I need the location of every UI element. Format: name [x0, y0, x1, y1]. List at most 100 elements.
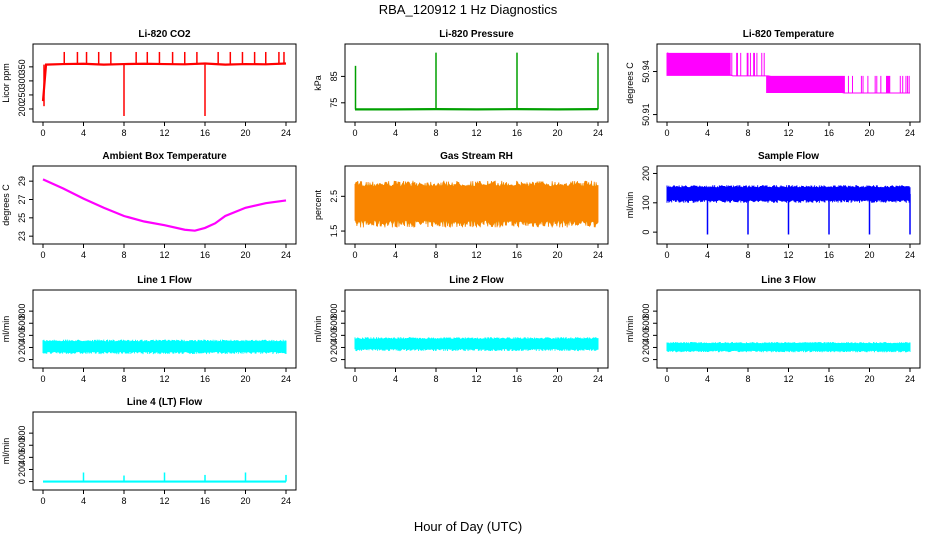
x-tick-label: 16: [512, 250, 522, 260]
x-tick-label: 12: [159, 128, 169, 138]
series-line: [666, 52, 910, 94]
plot-area: [42, 339, 287, 355]
panel-title: Li-820 CO2: [138, 29, 191, 40]
panel-title: Gas Stream RH: [440, 151, 513, 162]
chart-panel: Line 1 Flow ml/min 0 4 8 12 16 20 24 0 20040060080…: [1, 275, 297, 384]
y-axis-label: kPa: [313, 75, 323, 91]
x-tick-label: 4: [705, 374, 710, 384]
x-tick-label: 4: [81, 250, 86, 260]
data-trace: [354, 180, 599, 228]
x-tick-label: 24: [905, 374, 915, 384]
plot-area: [354, 180, 599, 228]
y-tick-label: 800: [17, 426, 27, 441]
y-tick-label: 29: [17, 176, 27, 186]
x-tick-label: 12: [159, 374, 169, 384]
x-tick-label: 8: [745, 128, 750, 138]
y-tick-label: 600: [329, 316, 339, 331]
y-tick-label: 600: [641, 316, 651, 331]
y-axis-label: ml/min: [625, 192, 635, 219]
y-tick-label: 1.5: [329, 225, 339, 238]
x-tick-label: 12: [471, 250, 481, 260]
x-tick-label: 16: [200, 128, 210, 138]
chart-panel: Line 3 Flow ml/min 0 4 8 12 16 20 24 0 20040060080…: [625, 275, 921, 384]
x-tick-label: 20: [864, 374, 874, 384]
plot-area: [354, 52, 599, 111]
x-tick-label: 16: [824, 374, 834, 384]
plot-area: [666, 342, 911, 353]
x-tick-label: 20: [552, 374, 562, 384]
chart-panel: Line 4 (LT) Flow ml/min 0 4 8 12 16 20 24 0 200400…: [1, 397, 297, 506]
chart-panel: Ambient Box Temperature degrees C 0 4 8 12 16 2…: [1, 151, 297, 260]
y-tick-label: 200: [17, 101, 27, 116]
y-tick-label: 200: [641, 340, 651, 355]
x-tick-label: 16: [200, 374, 210, 384]
panel-title: Line 4 (LT) Flow: [127, 397, 203, 408]
x-tick-label: 20: [864, 250, 874, 260]
plot-area: [43, 472, 287, 483]
x-tick-label: 20: [552, 250, 562, 260]
x-tick-label: 16: [512, 374, 522, 384]
x-tick-label: 24: [281, 374, 291, 384]
x-tick-label: 12: [783, 128, 793, 138]
plot-area: [666, 52, 910, 94]
x-tick-label: 8: [745, 250, 750, 260]
x-tick-label: 0: [40, 374, 45, 384]
x-tick-label: 4: [705, 250, 710, 260]
chart-panel: Gas Stream RH percent 0 4 8 12 16 20 24 1.5 2.5: [313, 151, 609, 260]
x-tick-label: 24: [593, 128, 603, 138]
x-tick-label: 20: [240, 128, 250, 138]
x-tick-label: 24: [905, 128, 915, 138]
plot-area: [41, 51, 287, 116]
y-tick-label: 0: [641, 230, 651, 235]
y-axis-label: Licor ppm: [1, 63, 11, 103]
y-tick-label: 75: [329, 98, 339, 108]
panel-title: Li-820 Temperature: [743, 29, 835, 40]
data-trace: [354, 337, 599, 352]
x-tick-label: 12: [783, 250, 793, 260]
x-tick-label: 24: [593, 250, 603, 260]
panel-title: Line 2 Flow: [449, 275, 504, 286]
x-tick-label: 24: [905, 250, 915, 260]
x-tick-label: 20: [240, 374, 250, 384]
y-axis-label: percent: [313, 189, 323, 220]
data-trace: [666, 52, 910, 94]
x-tick-label: 20: [864, 128, 874, 138]
y-tick-label: 200: [641, 166, 651, 181]
x-tick-label: 12: [471, 374, 481, 384]
y-tick-label: 27: [17, 194, 27, 204]
y-tick-label: 800: [641, 304, 651, 319]
y-tick-label: 350: [17, 59, 27, 74]
x-tick-label: 0: [352, 374, 357, 384]
x-tick-label: 8: [433, 250, 438, 260]
plot-frame: [32, 43, 297, 123]
plot-frame: [656, 289, 921, 369]
panel-title: Ambient Box Temperature: [102, 151, 227, 162]
y-axis-label: ml/min: [1, 438, 11, 465]
x-tick-label: 16: [200, 250, 210, 260]
y-tick-label: 250: [17, 87, 27, 102]
x-tick-label: 8: [433, 374, 438, 384]
y-tick-label: 0: [17, 479, 27, 484]
x-tick-label: 16: [824, 250, 834, 260]
y-axis-label: ml/min: [625, 316, 635, 343]
y-tick-label: 400: [641, 328, 651, 343]
x-tick-label: 8: [433, 128, 438, 138]
x-tick-label: 8: [121, 496, 126, 506]
x-tick-label: 24: [281, 128, 291, 138]
chart-panel: Sample Flow ml/min 0 4 8 12 16 20 24 0 100 200: [625, 151, 921, 260]
plot-area: [42, 178, 287, 232]
y-tick-label: 50.91: [641, 103, 651, 126]
y-tick-label: 25: [17, 213, 27, 223]
y-tick-label: 85: [329, 71, 339, 81]
plot-area: [666, 185, 911, 235]
x-tick-label: 4: [81, 128, 86, 138]
x-tick-label: 20: [240, 250, 250, 260]
panel-title: Line 3 Flow: [761, 275, 816, 286]
x-tick-label: 4: [393, 250, 398, 260]
y-tick-label: 600: [17, 316, 27, 331]
y-tick-label: 200: [17, 340, 27, 355]
x-tick-label: 0: [352, 128, 357, 138]
x-tick-label: 0: [664, 374, 669, 384]
